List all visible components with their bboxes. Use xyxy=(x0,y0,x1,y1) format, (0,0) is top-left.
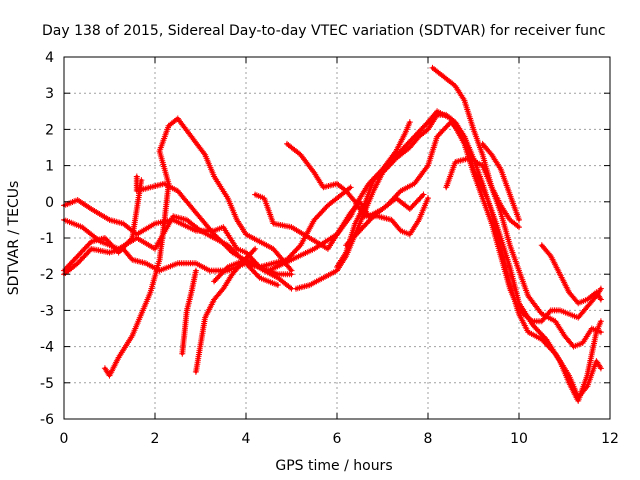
y-tick-label: 0 xyxy=(45,195,54,211)
y-tick-label: -1 xyxy=(40,231,54,247)
y-tick-label: 1 xyxy=(45,159,54,175)
x-tick-label: 12 xyxy=(601,431,619,447)
x-tick-label: 2 xyxy=(151,431,160,447)
y-tick-label: -6 xyxy=(40,412,54,428)
series-markers xyxy=(179,267,199,357)
y-tick-label: 3 xyxy=(45,86,54,102)
series-markers xyxy=(443,155,522,231)
y-tick-label: -4 xyxy=(40,340,54,356)
y-tick-label: 2 xyxy=(45,122,54,138)
series-s16 xyxy=(443,155,522,231)
y-tick-label: -2 xyxy=(40,267,54,283)
x-tick-label: 8 xyxy=(424,431,433,447)
x-tick-label: 10 xyxy=(510,431,528,447)
x-tick-label: 0 xyxy=(60,431,69,447)
series-markers xyxy=(343,119,604,404)
series-s17 xyxy=(479,140,522,223)
y-axis-label: SDTVAR / TECUs xyxy=(6,181,22,296)
chart-title: Day 138 of 2015, Sidereal Day-to-day VTE… xyxy=(42,23,606,39)
plot-area xyxy=(61,64,604,404)
series-markers xyxy=(479,140,522,223)
y-tick-label: 4 xyxy=(45,50,54,66)
x-tick-label: 6 xyxy=(333,431,342,447)
series-markers xyxy=(429,64,604,350)
series-markers xyxy=(538,242,604,307)
series-s18 xyxy=(538,242,604,307)
x-axis-label: GPS time / hours xyxy=(275,458,392,474)
y-tick-label: -3 xyxy=(40,303,54,319)
y-tick-label: -5 xyxy=(40,376,54,392)
series-s14 xyxy=(343,119,604,404)
x-tick-label: 4 xyxy=(242,431,251,447)
series-s15 xyxy=(429,64,604,350)
series-s5 xyxy=(179,267,199,357)
